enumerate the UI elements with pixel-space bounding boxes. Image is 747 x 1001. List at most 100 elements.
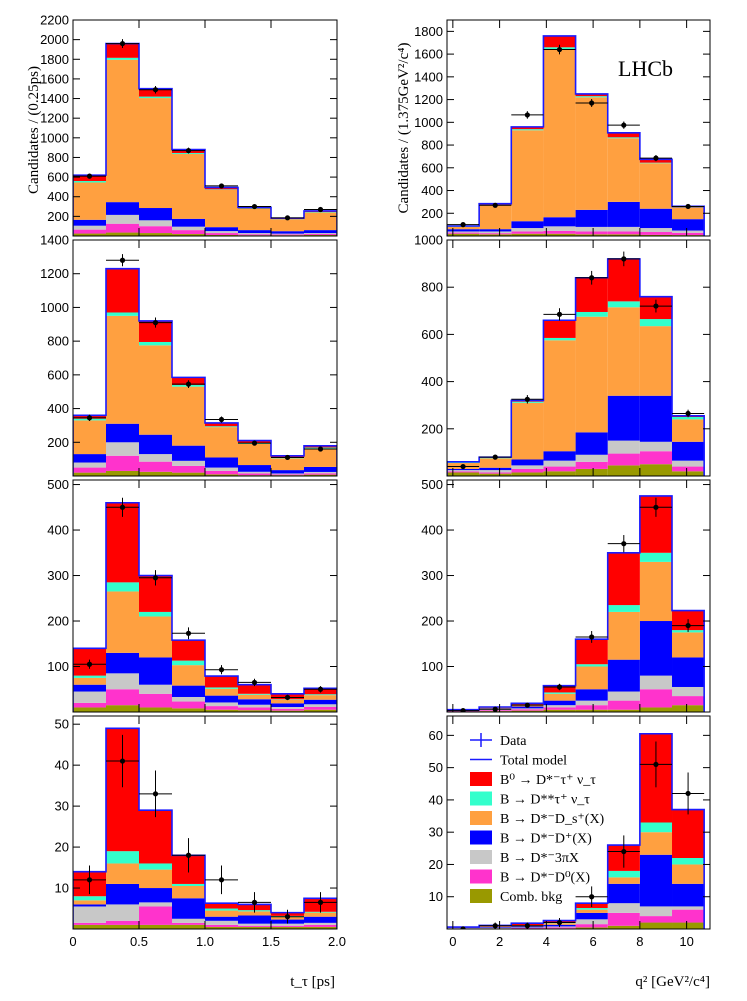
bar-d0-0 bbox=[73, 229, 106, 234]
bar-d0-3 bbox=[172, 922, 205, 925]
bar-d0-2 bbox=[511, 231, 544, 234]
data-point-6 bbox=[284, 215, 291, 221]
bar-ds-2 bbox=[511, 130, 544, 222]
ytick-label: 2200 bbox=[40, 13, 69, 28]
bar-ds-5 bbox=[238, 209, 271, 231]
data-point-3 bbox=[185, 852, 192, 858]
bar-d0-3 bbox=[543, 707, 576, 710]
bar-threepi-1 bbox=[106, 214, 139, 224]
bar-d0-0 bbox=[447, 471, 480, 473]
data-point-2 bbox=[524, 396, 530, 402]
data-point-1 bbox=[119, 504, 126, 510]
bar-comb-4 bbox=[575, 234, 608, 236]
bar-threepi-2 bbox=[139, 902, 172, 907]
bar-ds-5 bbox=[607, 611, 640, 660]
ytick-label: 100 bbox=[47, 659, 69, 674]
bar-dstst-5 bbox=[607, 301, 640, 308]
data-point-0 bbox=[460, 708, 466, 712]
bar-dstst-1 bbox=[106, 312, 139, 316]
bar-threepi-6 bbox=[271, 233, 304, 235]
bar-threepi-5 bbox=[607, 226, 640, 232]
bar-dstst-1 bbox=[106, 57, 139, 60]
bar-ds-7 bbox=[672, 864, 705, 884]
bar-d0-5 bbox=[238, 925, 271, 927]
bar-dstst-3 bbox=[543, 337, 576, 341]
bar-ds-2 bbox=[139, 616, 172, 658]
bar-d0-2 bbox=[139, 461, 172, 472]
bar-dstst-4 bbox=[575, 311, 608, 317]
bar-ds-5 bbox=[238, 694, 271, 700]
legend-label-comb: Comb. bkg bbox=[500, 890, 562, 905]
bar-threepi-7 bbox=[304, 704, 337, 707]
bar-ds-5 bbox=[607, 307, 640, 396]
bar-comb-1 bbox=[479, 234, 512, 236]
bar-ds-3 bbox=[172, 885, 205, 899]
bar-d0-5 bbox=[607, 231, 640, 235]
ytick-label: 1600 bbox=[414, 47, 443, 62]
legend-label-total: Total model bbox=[500, 754, 567, 769]
bar-ds-0 bbox=[73, 677, 106, 685]
bar-dplus-2 bbox=[139, 657, 172, 685]
bar-dplus-2 bbox=[139, 208, 172, 221]
bar-comb-2 bbox=[139, 233, 172, 236]
left-xlabel: t_τ [ps] bbox=[290, 974, 335, 990]
bar-d0-6 bbox=[271, 234, 304, 236]
bar-comb-1 bbox=[106, 470, 139, 476]
bar-d0-7 bbox=[672, 466, 705, 472]
data-point-1 bbox=[119, 40, 126, 47]
bar-ds-6 bbox=[271, 699, 304, 704]
bar-comb-4 bbox=[205, 926, 238, 929]
bar-threepi-0 bbox=[447, 470, 480, 472]
data-point-4 bbox=[589, 275, 595, 281]
bar-comb-5 bbox=[238, 926, 271, 929]
data-point-5 bbox=[251, 899, 258, 905]
data-point-3 bbox=[185, 630, 192, 636]
bar-dstst-2 bbox=[139, 863, 172, 870]
data-point-6 bbox=[653, 504, 659, 510]
bar-d0-5 bbox=[607, 700, 640, 710]
ytick-label: 30 bbox=[429, 825, 443, 840]
ytick-label: 200 bbox=[47, 435, 69, 450]
bar-dplus-2 bbox=[511, 221, 544, 229]
bar-ds-7 bbox=[672, 632, 705, 658]
bar-threepi-4 bbox=[205, 467, 238, 471]
total-model-line bbox=[73, 267, 337, 476]
data-point-2 bbox=[152, 575, 159, 581]
bar-threepi-1 bbox=[106, 673, 139, 690]
bar-comb-7 bbox=[672, 705, 705, 712]
bar-dplus-3 bbox=[172, 445, 205, 461]
bar-ds-6 bbox=[639, 326, 673, 396]
bar-ds-2 bbox=[139, 98, 172, 209]
bar-d0-2 bbox=[511, 709, 544, 711]
bar-dplus-0 bbox=[73, 219, 106, 226]
bar-dstst-4 bbox=[575, 96, 608, 98]
bar-d0-7 bbox=[304, 706, 337, 710]
bar-d0-1 bbox=[479, 472, 512, 474]
bar-comb-5 bbox=[607, 709, 640, 712]
bar-ds-4 bbox=[575, 316, 608, 433]
bar-signal-4 bbox=[205, 903, 238, 909]
bar-ds-4 bbox=[205, 189, 238, 228]
bar-d0-3 bbox=[543, 230, 576, 234]
bar-dplus-0 bbox=[73, 684, 106, 692]
data-point-7 bbox=[685, 410, 691, 417]
bar-d0-5 bbox=[238, 234, 271, 236]
bar-threepi-4 bbox=[575, 226, 608, 232]
legend-label-ds: B → D*⁻D_s⁺(X) bbox=[500, 812, 605, 827]
xtick-label: 6 bbox=[589, 934, 596, 949]
panel-row4-left: 10 20 30 40 50 0 0.5 1.0 1.5 2.0 bbox=[55, 715, 346, 949]
bar-threepi-6 bbox=[271, 706, 304, 709]
legend-swatch-ds bbox=[470, 811, 492, 825]
data-point-7 bbox=[317, 686, 324, 692]
data-point-0 bbox=[86, 661, 93, 667]
data-point-4 bbox=[589, 634, 595, 640]
bar-dplus-4 bbox=[205, 227, 238, 232]
bar-d0-6 bbox=[271, 474, 304, 476]
bar-ds-3 bbox=[543, 340, 576, 452]
bar-d0-4 bbox=[205, 233, 238, 236]
bar-signal-4 bbox=[205, 422, 238, 427]
bar-comb-3 bbox=[543, 709, 576, 712]
bar-ds-5 bbox=[607, 138, 640, 202]
data-point-6 bbox=[653, 761, 659, 768]
bar-dplus-0 bbox=[447, 468, 480, 471]
